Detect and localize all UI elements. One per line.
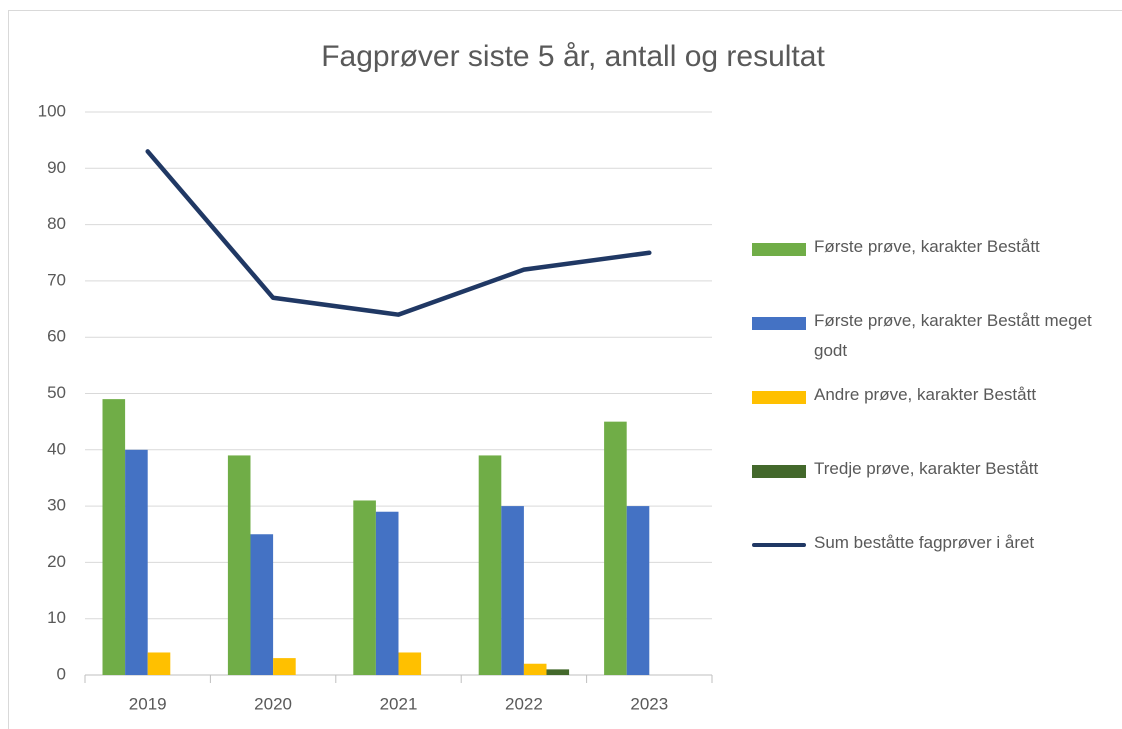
bar: [398, 652, 422, 675]
line: [145, 149, 652, 317]
legend-label: Sum beståtte fagprøver i året: [814, 533, 1035, 552]
legend-item: Første prøve, karakter Bestått: [752, 237, 1112, 262]
legend-swatch: [752, 465, 806, 478]
bar: [546, 669, 570, 675]
legend-swatch: [752, 543, 806, 547]
x-tick-label: 2021: [380, 694, 418, 713]
bar: [227, 455, 251, 675]
legend-swatch: [752, 317, 806, 330]
chart-title: Fagprøver siste 5 år, antall og resultat: [321, 40, 825, 73]
legend-item: Første prøve, karakter Bestått meget god…: [752, 311, 1112, 366]
bar: [147, 652, 171, 675]
y-tick-label: 100: [38, 101, 66, 120]
y-tick-label: 10: [47, 608, 66, 627]
legend-swatch: [752, 243, 806, 256]
y-tick-label: 50: [47, 383, 66, 402]
y-tick-label: 60: [47, 327, 66, 346]
bar: [273, 658, 296, 675]
legend-item: Andre prøve, karakter Bestått: [752, 385, 1112, 410]
y-tick-label: 90: [47, 158, 66, 177]
legend-label: Første prøve, karakter Bestått meget god…: [814, 311, 1092, 360]
legend-swatch: [752, 391, 806, 404]
bar: [375, 511, 399, 675]
bar: [523, 663, 547, 675]
bar: [501, 506, 524, 675]
legend-item: Sum beståtte fagprøver i året: [752, 533, 1112, 558]
legend-label: Første prøve, karakter Bestått: [814, 237, 1040, 256]
x-tick-label: 2020: [254, 694, 292, 713]
chart-frame: [8, 10, 1122, 729]
y-tick-label: 20: [47, 552, 66, 571]
y-tick-label: 40: [47, 439, 66, 458]
bar: [604, 421, 627, 675]
x-tick-label: 2019: [129, 694, 167, 713]
bar: [478, 455, 502, 675]
y-tick-label: 30: [47, 496, 66, 515]
bar: [250, 534, 274, 675]
bar: [125, 449, 148, 675]
x-tick-label: 2023: [630, 694, 668, 713]
y-tick-label: 70: [47, 270, 66, 289]
legend-label: Tredje prøve, karakter Bestått: [814, 459, 1039, 478]
legend-item: Tredje prøve, karakter Bestått: [752, 459, 1112, 484]
legend-label: Andre prøve, karakter Bestått: [814, 385, 1037, 404]
x-tick-label: 2022: [505, 694, 543, 713]
y-tick-label: 0: [57, 664, 66, 683]
bar: [102, 399, 126, 675]
bar: [626, 506, 650, 675]
y-tick-label: 80: [47, 214, 66, 233]
bar: [353, 500, 376, 675]
